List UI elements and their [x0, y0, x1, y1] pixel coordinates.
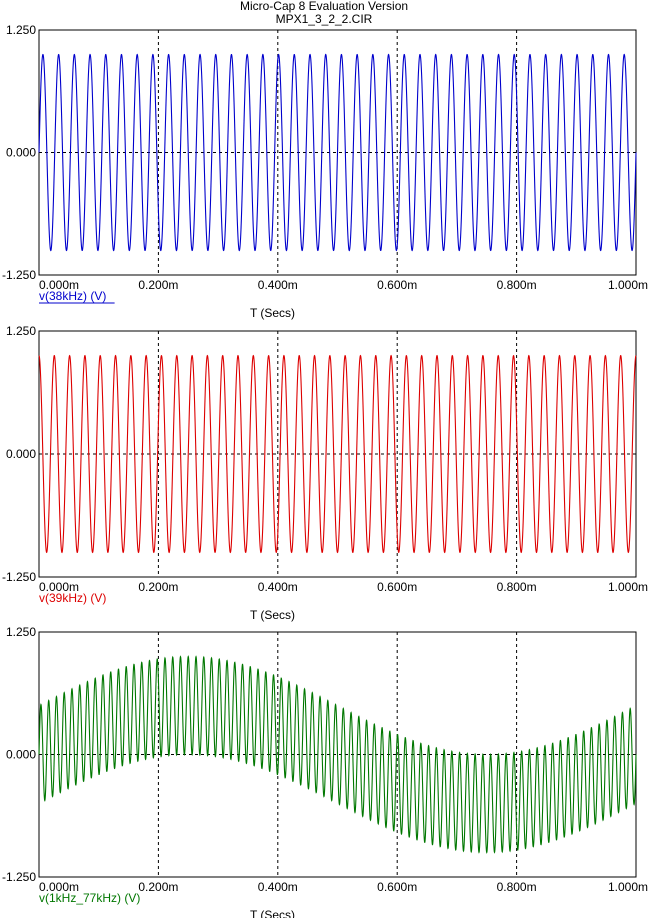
y-tick-label: 0.000 — [6, 447, 36, 461]
plot-frame-2 — [38, 330, 637, 578]
x-tick-label: 0.600m — [377, 580, 417, 594]
waveform-series-3 — [38, 655, 637, 854]
circuit-file-name: MPX1_3_2_2.CIR — [275, 12, 373, 26]
y-tick-label: 1.250 — [6, 625, 36, 639]
x-tick-label: 0.200m — [138, 580, 178, 594]
x-tick-label: 0.800m — [497, 580, 537, 594]
x-tick-label: 0.600m — [377, 278, 417, 292]
x-tick-label: 0.800m — [497, 278, 537, 292]
x-tick-label: 0.400m — [258, 278, 298, 292]
x-axis-label: T (Secs) — [250, 908, 295, 918]
x-tick-label: 0.400m — [258, 880, 298, 894]
x-tick-label: 1.000m — [608, 278, 648, 292]
x-tick-label: 0.600m — [377, 880, 417, 894]
y-tick-label: 1.250 — [6, 324, 36, 338]
window-title: Micro-Cap 8 Evaluation Version — [239, 0, 409, 13]
x-tick-label: 0.000m — [39, 580, 79, 594]
y-tick-label: -1.250 — [2, 570, 36, 584]
y-tick-label: -1.250 — [2, 268, 36, 282]
x-tick-label: 0.800m — [497, 880, 537, 894]
x-axis-label: T (Secs) — [250, 306, 295, 320]
series-label-1: v(38kHz) (V) — [39, 289, 106, 303]
waveform-series-2 — [38, 354, 637, 554]
y-tick-label: 1.250 — [6, 23, 36, 37]
y-tick-label: 0.000 — [6, 146, 36, 160]
y-tick-label: -1.250 — [2, 870, 36, 884]
x-tick-label: 0.000m — [39, 880, 79, 894]
x-tick-label: 1.000m — [608, 880, 648, 894]
series-label-2: v(39kHz) (V) — [39, 591, 106, 605]
x-tick-label: 0.200m — [138, 278, 178, 292]
x-tick-label: 0.200m — [138, 880, 178, 894]
waveform-series-1 — [38, 53, 637, 252]
series-label-3: v(1kHz_77kHz) (V) — [39, 891, 140, 905]
x-tick-label: 0.000m — [39, 278, 79, 292]
x-axis-label: T (Secs) — [250, 608, 295, 622]
y-tick-label: 0.000 — [6, 748, 36, 762]
x-tick-label: 0.400m — [258, 580, 298, 594]
title-block: Micro-Cap 8 Evaluation Version MPX1_3_2_… — [0, 0, 648, 26]
x-tick-label: 1.000m — [608, 580, 648, 594]
